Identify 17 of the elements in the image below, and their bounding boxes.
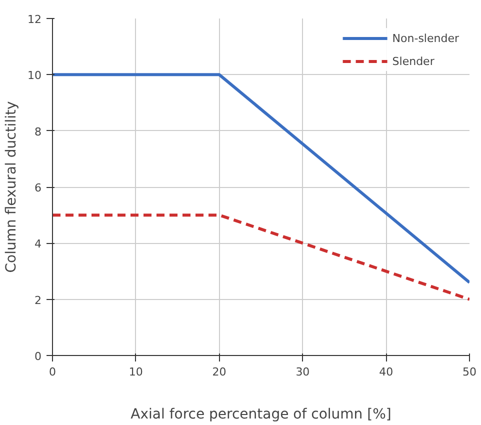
y-axis-title: Column flexural ductility xyxy=(4,101,20,273)
x-axis-title: Axial force percentage of column [%] xyxy=(130,406,392,422)
x-tick-label: 30 xyxy=(296,366,310,378)
y-tick-label: 8 xyxy=(34,125,42,138)
x-tick-label: 0 xyxy=(49,366,56,378)
x-tick-label: 50 xyxy=(462,366,476,378)
y-tick-label: 2 xyxy=(34,294,42,307)
legend-label: Slender xyxy=(392,54,434,68)
y-tick-label: 10 xyxy=(28,69,42,82)
y-tick-label: 12 xyxy=(28,13,42,26)
y-tick-label: 4 xyxy=(34,238,42,251)
x-tick-label: 10 xyxy=(128,366,143,378)
y-tick-label: 0 xyxy=(34,350,42,363)
y-tick-label: 6 xyxy=(34,182,42,194)
legend-label: Non-slender xyxy=(392,32,459,44)
x-tick-label: 40 xyxy=(379,366,394,378)
x-tick-label: 20 xyxy=(212,366,226,378)
